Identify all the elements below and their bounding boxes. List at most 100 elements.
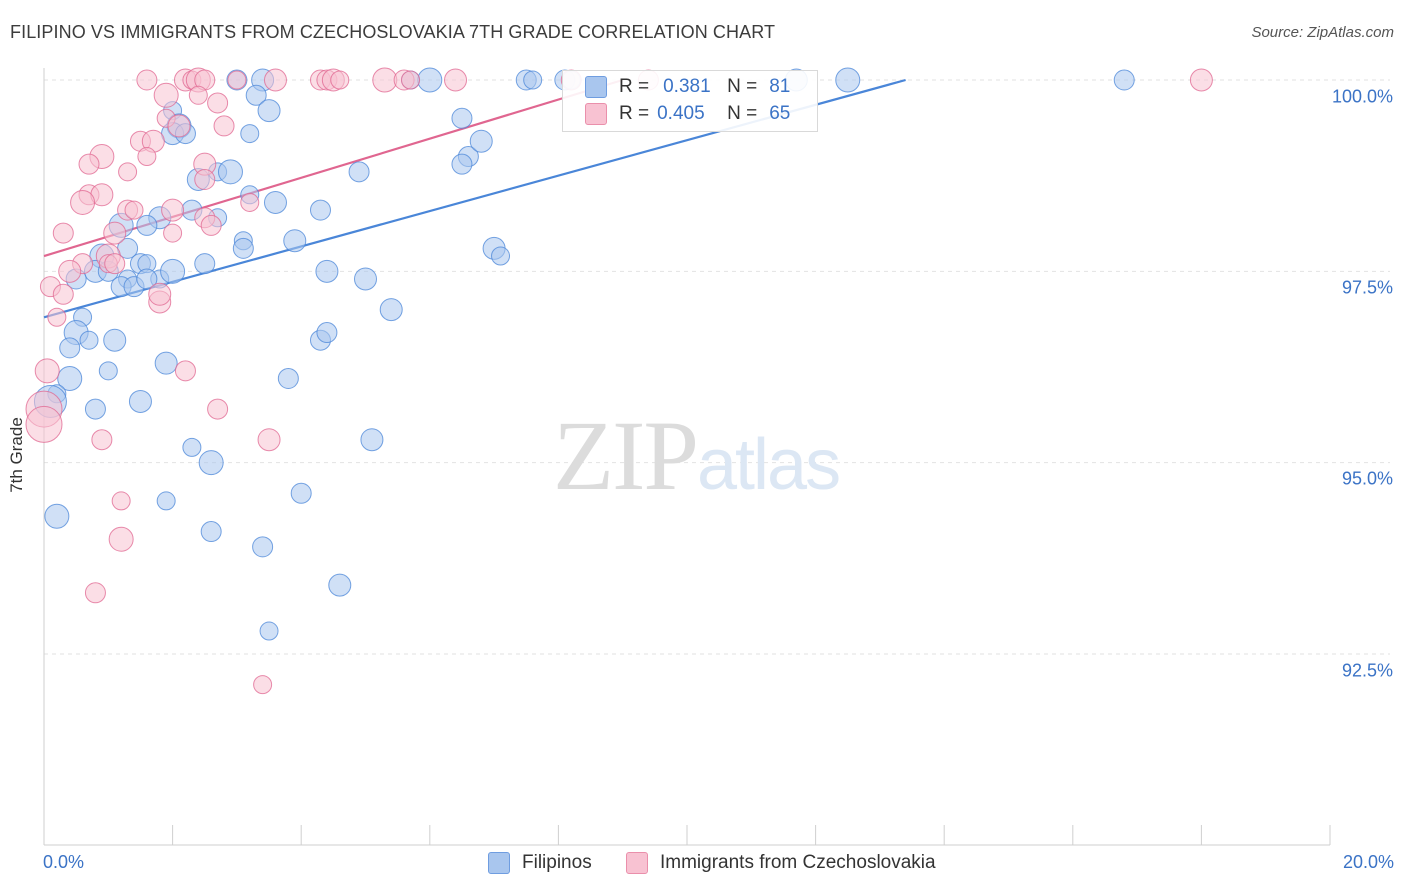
point-filipinos bbox=[523, 70, 543, 90]
point-filipinos bbox=[44, 503, 70, 529]
point-filipinos bbox=[136, 214, 158, 236]
point-czechoslovakia bbox=[240, 192, 260, 212]
legend-row-czechoslovakia: R = 0.405 N = 65 bbox=[585, 102, 790, 126]
point-czechoslovakia bbox=[52, 283, 74, 305]
point-czechoslovakia bbox=[263, 68, 287, 92]
point-czechoslovakia bbox=[103, 221, 127, 245]
source-label: Source: ZipAtlas.com bbox=[1251, 24, 1394, 41]
legend-row-filipinos: R = 0.381 N = 81 bbox=[585, 75, 790, 99]
watermark-atlas: atlas bbox=[697, 425, 841, 505]
legend-r-label: R = bbox=[619, 76, 650, 97]
point-filipinos bbox=[217, 159, 243, 185]
correlation-legend: R = 0.381 N = 81 R = 0.405 N = 65 bbox=[562, 70, 818, 132]
point-filipinos bbox=[835, 67, 861, 93]
legend-r-label: R = bbox=[619, 103, 650, 124]
point-czechoslovakia bbox=[444, 68, 468, 92]
point-filipinos bbox=[360, 428, 384, 452]
point-czechoslovakia bbox=[167, 114, 191, 138]
series-legend-label: Filipinos bbox=[522, 852, 592, 873]
series-legend-label: Immigrants from Czechoslovakia bbox=[660, 852, 936, 873]
y-axis-label: 7th Grade bbox=[7, 417, 26, 493]
point-czechoslovakia bbox=[70, 189, 96, 215]
point-filipinos bbox=[451, 153, 473, 175]
point-czechoslovakia bbox=[153, 82, 179, 108]
point-filipinos bbox=[136, 268, 158, 290]
point-filipinos bbox=[379, 298, 403, 322]
legend-n-value: 65 bbox=[769, 103, 791, 124]
point-czechoslovakia bbox=[257, 428, 281, 452]
point-czechoslovakia bbox=[207, 92, 229, 114]
point-filipinos bbox=[245, 84, 267, 106]
point-filipinos bbox=[79, 330, 99, 350]
point-filipinos bbox=[451, 107, 473, 129]
point-filipinos bbox=[154, 351, 178, 375]
point-czechoslovakia bbox=[194, 168, 216, 190]
legend-r-value: 0.381 bbox=[663, 76, 711, 97]
point-czechoslovakia bbox=[91, 429, 113, 451]
point-filipinos bbox=[240, 124, 260, 144]
point-filipinos bbox=[252, 536, 274, 558]
point-filipinos bbox=[194, 253, 216, 275]
legend-r-value: 0.405 bbox=[657, 103, 705, 124]
point-czechoslovakia bbox=[330, 70, 350, 90]
legend-n-value: 81 bbox=[769, 76, 791, 97]
point-filipinos bbox=[257, 99, 281, 123]
point-czechoslovakia bbox=[84, 582, 106, 604]
point-filipinos bbox=[57, 365, 83, 391]
point-filipinos bbox=[290, 482, 312, 504]
point-filipinos bbox=[59, 337, 81, 359]
legend-n-label: N = bbox=[727, 76, 758, 97]
point-czechoslovakia bbox=[213, 115, 235, 137]
point-czechoslovakia bbox=[58, 259, 82, 283]
axes bbox=[43, 68, 1331, 846]
y-tick-label: 95.0% bbox=[1341, 468, 1393, 489]
point-czechoslovakia bbox=[148, 282, 172, 306]
point-czechoslovakia bbox=[47, 307, 67, 327]
chart-title: FILIPINO VS IMMIGRANTS FROM CZECHOSLOVAK… bbox=[10, 22, 776, 42]
point-filipinos bbox=[263, 190, 287, 214]
point-filipinos bbox=[491, 246, 511, 266]
point-czechoslovakia bbox=[25, 405, 63, 443]
series-legend-czechoslovakia: Immigrants from Czechoslovakia bbox=[626, 852, 936, 874]
point-filipinos bbox=[128, 389, 152, 413]
point-czechoslovakia bbox=[104, 253, 126, 275]
x-tick-label-min: 0.0% bbox=[43, 852, 85, 872]
legend-swatch-filipinos bbox=[585, 76, 607, 98]
watermark-zip: ZIP bbox=[553, 400, 699, 511]
point-czechoslovakia bbox=[108, 526, 134, 552]
point-czechoslovakia bbox=[1189, 68, 1213, 92]
series-legend: Filipinos Immigrants from Czechoslovakia bbox=[0, 852, 1406, 878]
point-czechoslovakia bbox=[401, 70, 421, 90]
series-swatch-filipinos bbox=[488, 852, 510, 874]
point-czechoslovakia bbox=[111, 491, 131, 511]
series-swatch-czechoslovakia bbox=[626, 852, 648, 874]
y-tick-label: 92.5% bbox=[1341, 660, 1393, 681]
point-czechoslovakia bbox=[174, 360, 196, 382]
point-filipinos bbox=[1113, 69, 1135, 91]
point-czechoslovakia bbox=[161, 198, 185, 222]
point-filipinos bbox=[98, 361, 118, 381]
point-czechoslovakia bbox=[52, 222, 74, 244]
point-czechoslovakia bbox=[200, 214, 222, 236]
y-tick-label: 97.5% bbox=[1341, 277, 1393, 298]
point-czechoslovakia bbox=[124, 200, 144, 220]
point-filipinos bbox=[417, 67, 443, 93]
point-filipinos bbox=[316, 322, 338, 344]
point-czechoslovakia bbox=[118, 162, 138, 182]
x-tick-label-max: 20.0% bbox=[1342, 852, 1394, 872]
point-filipinos bbox=[182, 437, 202, 457]
gridlines bbox=[44, 79, 1390, 655]
point-czechoslovakia bbox=[137, 147, 157, 167]
point-filipinos bbox=[84, 398, 106, 420]
point-filipinos bbox=[469, 129, 493, 153]
legend-n-label: N = bbox=[727, 103, 758, 124]
point-filipinos bbox=[283, 229, 307, 253]
y-tick-label: 100.0% bbox=[1331, 86, 1393, 107]
point-czechoslovakia bbox=[227, 70, 247, 90]
point-filipinos bbox=[309, 199, 331, 221]
point-czechoslovakia bbox=[78, 153, 100, 175]
point-czechoslovakia bbox=[188, 85, 208, 105]
point-filipinos bbox=[160, 258, 186, 284]
point-filipinos bbox=[259, 621, 279, 641]
point-filipinos bbox=[328, 573, 352, 597]
